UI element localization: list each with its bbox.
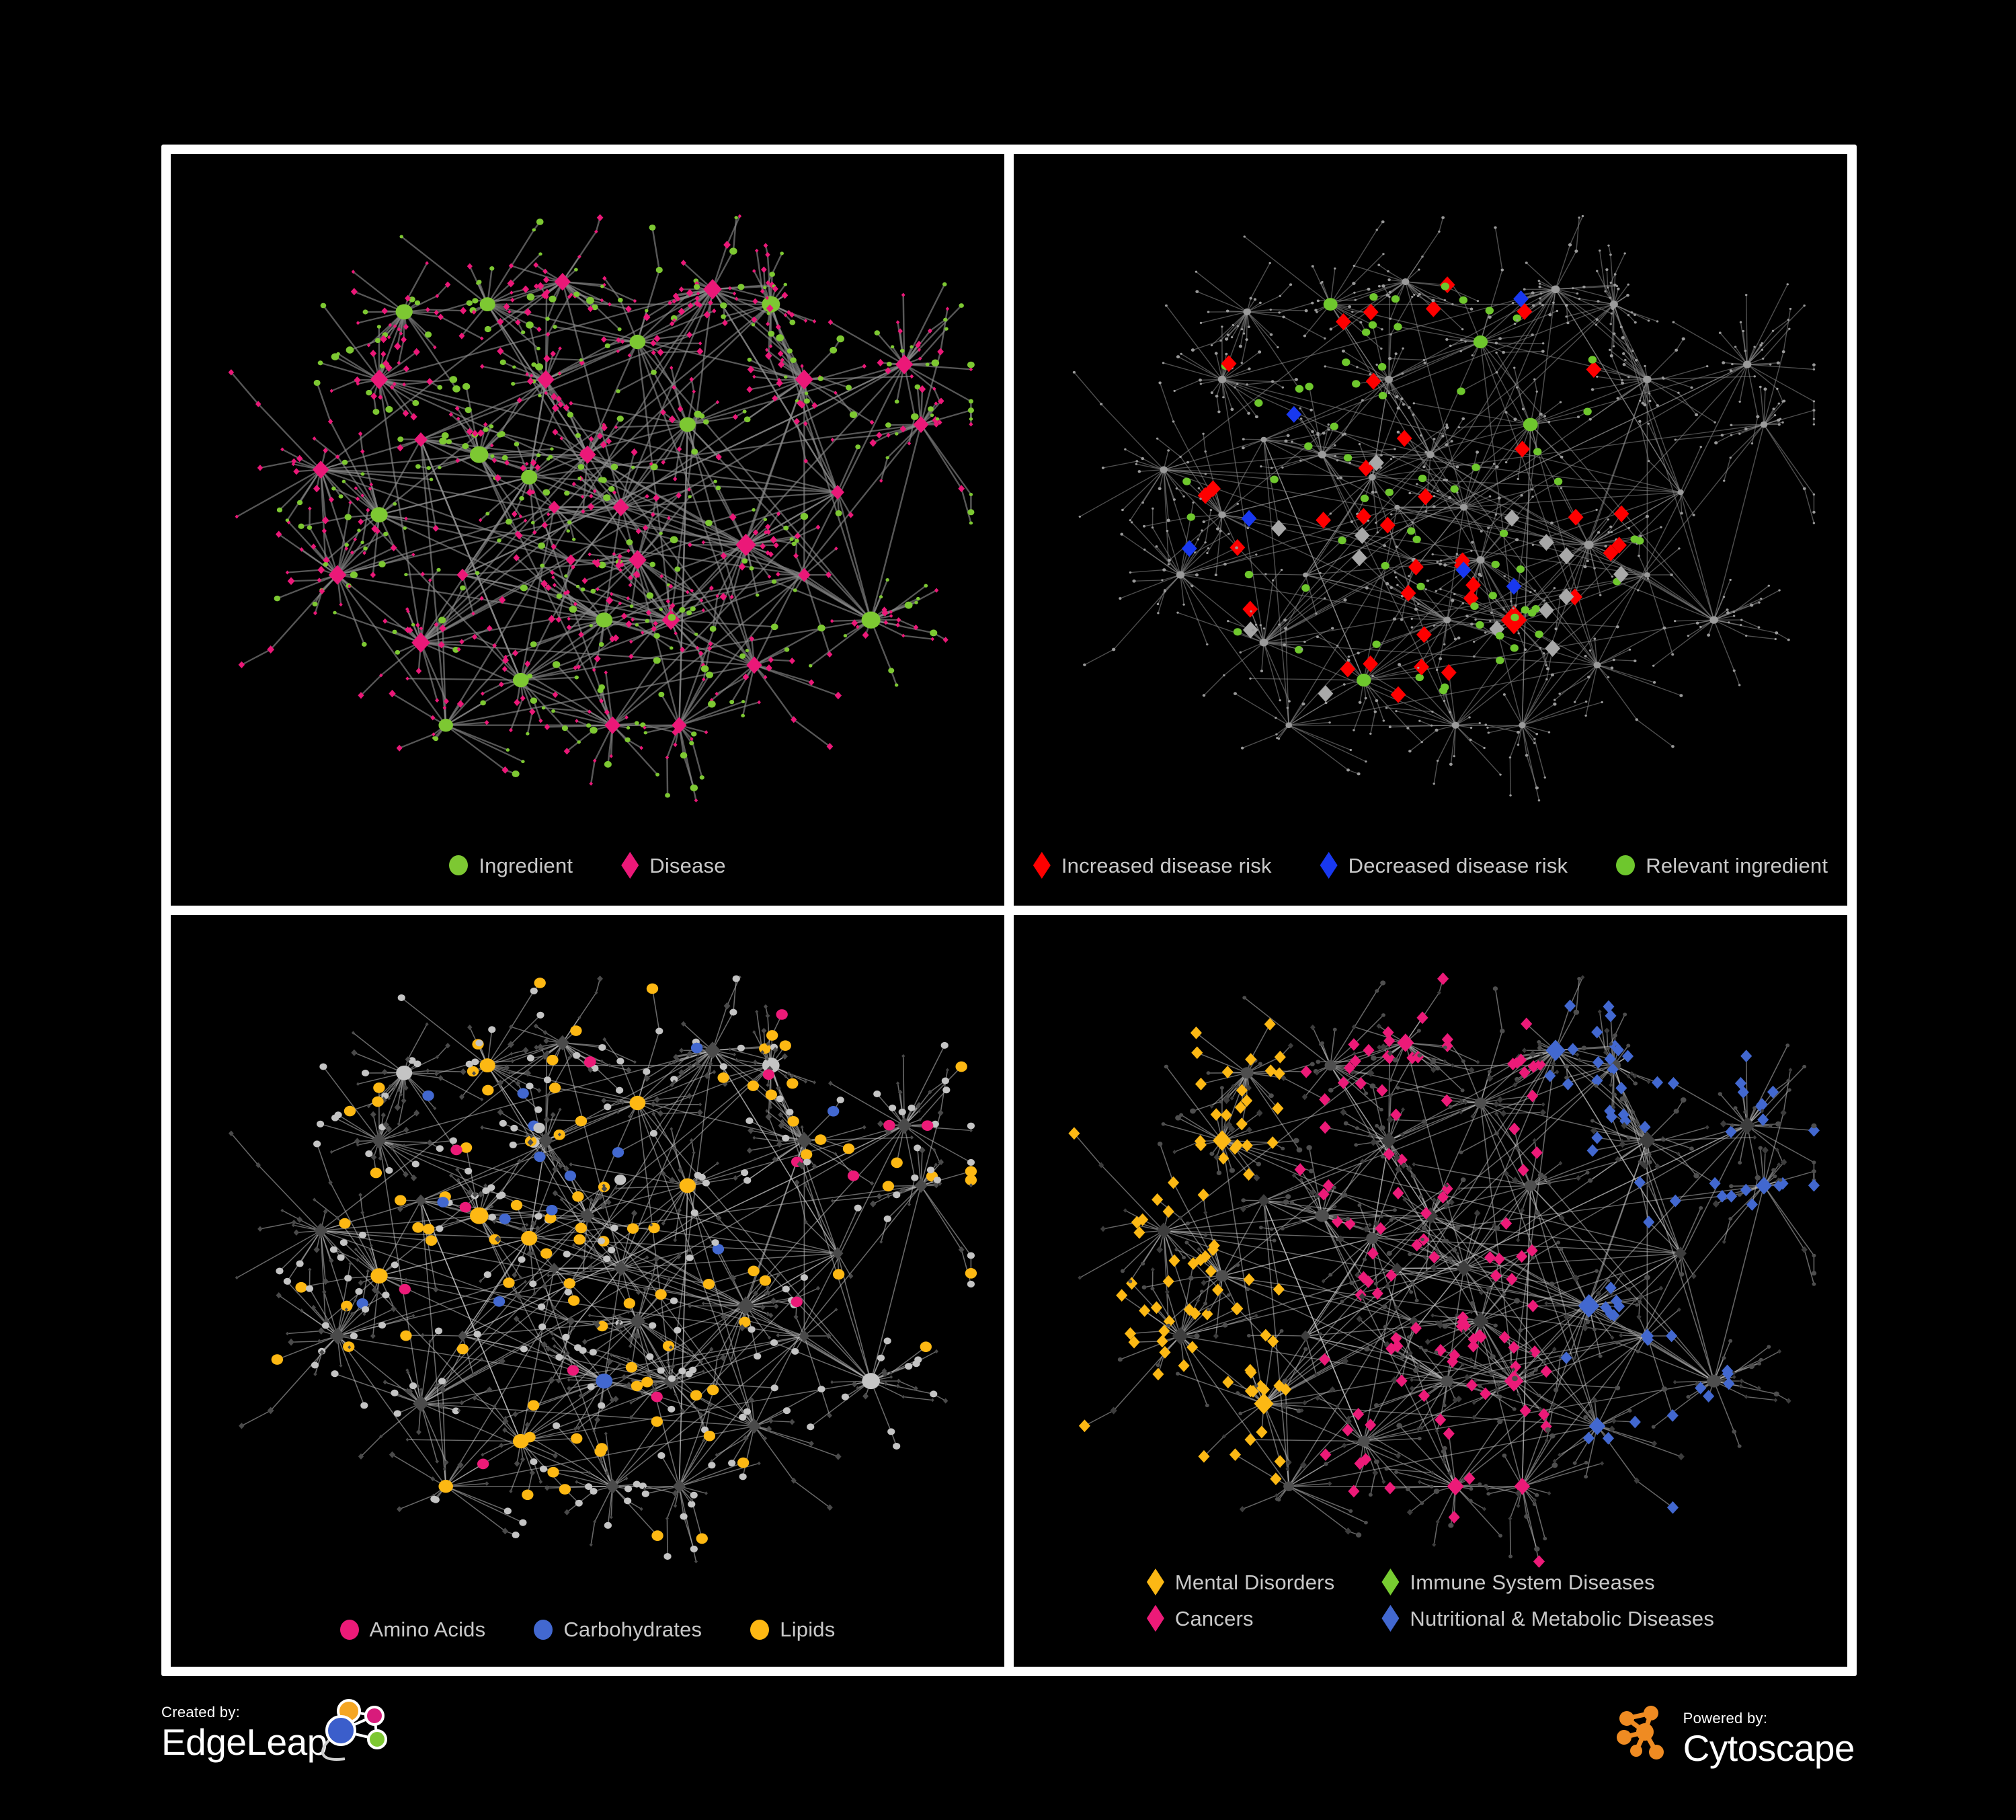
cytoscape-logo-icon (1616, 1706, 1664, 1759)
powered-by-brand: Powered by: Cytoscape (1609, 1698, 1855, 1767)
cytoscape-wordmark: Cytoscape (1683, 1727, 1855, 1769)
network-canvas-disease-class (1014, 915, 1847, 1667)
network-canvas-nutrient-class (171, 915, 1004, 1667)
panel-disease-risk: Increased disease risk Decreased disease… (1014, 154, 1847, 906)
edgeleap-node-logo-icon (321, 1699, 387, 1761)
network-canvas-disease-risk (1014, 154, 1847, 906)
network-canvas-ingredient-disease (171, 154, 1004, 906)
created-by-brand: Created by: EdgeLeap (161, 1693, 399, 1761)
panel-disease-class: Mental Disorders Immune System Diseases … (1014, 915, 1847, 1667)
panel-ingredient-disease: Ingredient Disease (171, 154, 1004, 906)
panel-nutrient-class: Amino Acids Carbohydrates Lipids (171, 915, 1004, 1667)
edgeleap-wordmark: EdgeLeap (161, 1721, 327, 1763)
footer: Created by: EdgeLeap (161, 1681, 1855, 1815)
powered-by-caption: Powered by: (1683, 1710, 1768, 1727)
figure-panel-grid: Ingredient Disease Increased disease ris… (161, 145, 1857, 1676)
created-by-caption: Created by: (161, 1704, 241, 1720)
